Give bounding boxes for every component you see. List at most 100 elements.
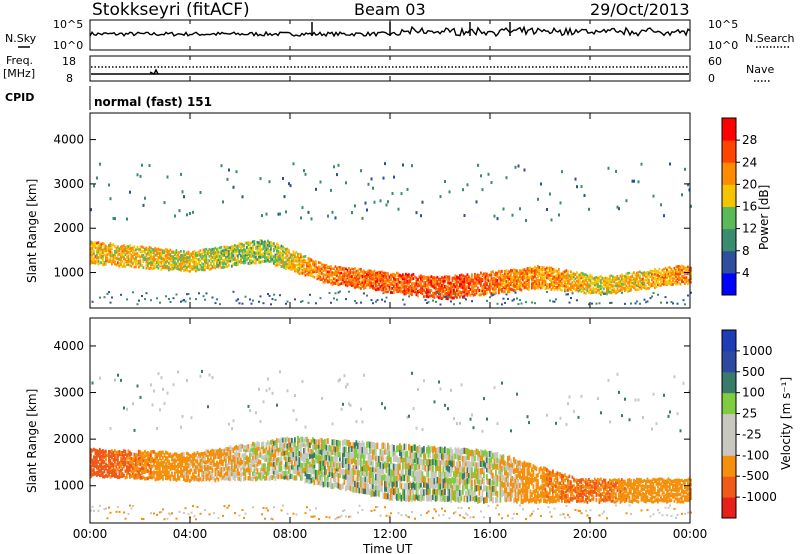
- heat-cell: [526, 283, 529, 286]
- heat-cell: [550, 279, 553, 283]
- heat-cell: [586, 274, 589, 278]
- heat-cell: [132, 505, 134, 507]
- heat-cell: [150, 255, 152, 258]
- heat-cell: [240, 242, 242, 246]
- heat-cell: [271, 461, 274, 467]
- heat-cell: [225, 452, 227, 457]
- heat-cell: [97, 259, 100, 263]
- heat-cell: [211, 296, 214, 299]
- heat-cell: [294, 253, 296, 257]
- heat-cell: [159, 301, 161, 304]
- heat-cell: [363, 275, 365, 278]
- heat-cell: [280, 468, 283, 474]
- colorbar-tick-label: 12: [742, 222, 757, 236]
- heat-cell: [123, 473, 125, 478]
- heat-cell: [114, 217, 116, 221]
- heat-cell: [145, 464, 148, 469]
- heat-cell: [370, 269, 373, 273]
- heat-cell: [456, 283, 458, 287]
- heat-cell: [381, 298, 383, 301]
- heat-cell: [168, 465, 170, 470]
- heat-cell: [618, 277, 620, 280]
- heat-cell: [307, 268, 310, 272]
- heat-cell: [522, 271, 524, 274]
- heat-cell: [90, 208, 92, 212]
- heat-cell: [217, 453, 220, 458]
- heat-cell: [163, 402, 166, 406]
- heat-cell: [111, 251, 113, 255]
- heat-cell: [606, 290, 608, 294]
- heat-cell: [358, 267, 361, 271]
- heat-cell: [325, 269, 328, 273]
- heat-cell: [678, 278, 680, 281]
- heat-cell: [567, 293, 569, 296]
- heat-cell: [228, 168, 230, 172]
- heat-cell: [169, 477, 172, 482]
- heat-cell: [676, 265, 679, 268]
- heat-cell: [139, 459, 142, 463]
- heat-cell: [291, 473, 293, 479]
- heat-cell: [240, 256, 242, 259]
- heat-cell: [211, 459, 214, 464]
- heat-cell: [679, 270, 682, 273]
- heat-cell: [276, 470, 278, 476]
- heat-cell: [238, 471, 241, 476]
- heat-cell: [376, 299, 379, 302]
- heat-cell: [253, 455, 256, 460]
- heat-cell: [195, 254, 197, 257]
- heat-cell: [301, 264, 304, 268]
- heat-cell: [310, 452, 313, 459]
- heat-cell: [619, 288, 622, 291]
- heat-cell: [271, 243, 274, 247]
- heat-cell: [214, 452, 217, 457]
- heat-cell: [285, 251, 287, 255]
- heat-cell: [424, 281, 427, 284]
- colorbar-swatch: [722, 250, 736, 274]
- heat-cell: [96, 241, 98, 245]
- heat-cell: [415, 279, 418, 283]
- heat-cell: [478, 276, 481, 280]
- nsky-tick-bottom: 10^0: [53, 39, 83, 52]
- heat-cell: [262, 506, 265, 509]
- heat-cell: [126, 456, 128, 460]
- heat-cell: [594, 283, 596, 287]
- heat-cell: [180, 268, 182, 272]
- heat-cell: [343, 272, 346, 275]
- heat-cell: [319, 278, 322, 281]
- heat-cell: [279, 446, 281, 452]
- heat-cell: [328, 516, 331, 519]
- heat-cell: [549, 266, 551, 270]
- heat-cell: [298, 268, 301, 272]
- heat-cell: [217, 265, 220, 269]
- heat-cell: [540, 182, 542, 186]
- heat-cell: [264, 249, 266, 253]
- heat-cell: [574, 273, 577, 276]
- heat-cell: [126, 460, 128, 465]
- heat-cell: [460, 277, 463, 281]
- heat-cell: [402, 163, 404, 167]
- heat-cell: [453, 283, 455, 287]
- heat-cell: [472, 290, 475, 294]
- heat-cell: [186, 456, 188, 460]
- heat-cell: [132, 246, 134, 250]
- heat-cell: [621, 273, 623, 277]
- heat-cell: [255, 458, 257, 464]
- heat-cell: [307, 451, 310, 458]
- colorbar-swatch: [722, 228, 736, 252]
- heat-cell: [565, 276, 568, 280]
- heat-cell: [274, 460, 277, 466]
- heat-cell: [292, 264, 295, 268]
- heat-cell: [468, 292, 470, 296]
- heat-cell: [129, 450, 131, 455]
- heat-cell: [526, 287, 529, 291]
- heat-cell: [103, 464, 106, 469]
- heat-cell: [676, 272, 679, 275]
- colorbar-swatch: [722, 272, 736, 296]
- heat-cell: [669, 270, 671, 274]
- heat-cell: [262, 259, 265, 263]
- heat-cell: [384, 280, 386, 283]
- heat-cell: [289, 473, 292, 480]
- heat-cell: [478, 281, 481, 285]
- heat-cell: [301, 463, 304, 469]
- heat-cell: [114, 453, 116, 458]
